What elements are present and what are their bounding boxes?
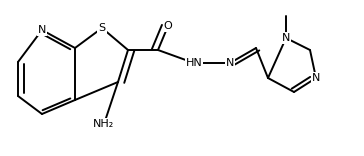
Text: N: N xyxy=(38,25,46,35)
Text: O: O xyxy=(164,21,173,31)
Text: NH₂: NH₂ xyxy=(94,119,115,129)
Text: N: N xyxy=(226,58,234,68)
Text: N: N xyxy=(312,73,320,83)
Text: HN: HN xyxy=(186,58,202,68)
Text: N: N xyxy=(282,33,290,43)
Text: S: S xyxy=(98,23,106,33)
